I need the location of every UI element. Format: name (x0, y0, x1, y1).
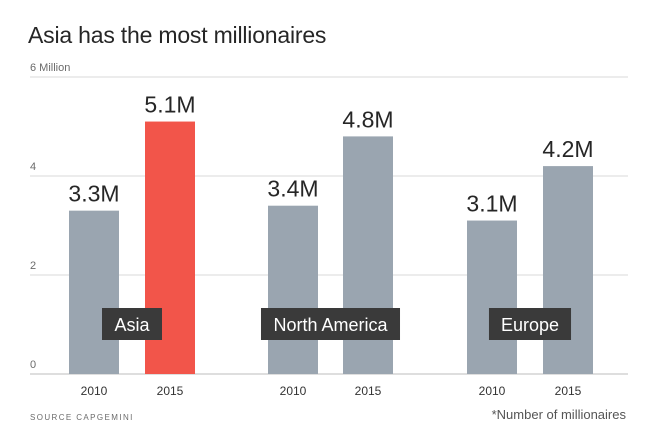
y-tick-label: 0 (30, 359, 36, 371)
group-label-box (260, 308, 401, 340)
y-tick-label: 4 (30, 161, 36, 173)
data-label: 4.2M (542, 136, 593, 162)
y-tick-label: 2 (30, 260, 36, 272)
x-tick-label: 2010 (280, 384, 307, 398)
x-tick-label: 2010 (81, 384, 108, 398)
group-label-box (101, 308, 163, 340)
data-label: 3.4M (267, 176, 318, 202)
x-tick-label: 2015 (157, 384, 184, 398)
footnote: *Number of millionaires (491, 407, 626, 422)
x-tick-label: 2015 (555, 384, 582, 398)
chart-title: Asia has the most millionaires (28, 22, 327, 48)
bar (467, 220, 517, 374)
group-label: Europe (501, 315, 559, 335)
x-tick-label: 2010 (479, 384, 506, 398)
group-label: North America (273, 315, 388, 335)
data-label: 3.1M (466, 191, 517, 217)
data-label: 4.8M (342, 106, 393, 132)
data-label: 5.1M (144, 92, 195, 118)
data-label: 3.3M (68, 181, 119, 207)
group-label: Asia (114, 315, 150, 335)
bar (69, 210, 119, 374)
group-label-box (488, 308, 572, 340)
x-tick-label: 2015 (355, 384, 382, 398)
y-tick-label: 6 Million (30, 62, 70, 74)
bar (543, 166, 593, 374)
bar (268, 205, 318, 374)
source-credit: SOURCE CAPGEMINI (30, 413, 134, 422)
